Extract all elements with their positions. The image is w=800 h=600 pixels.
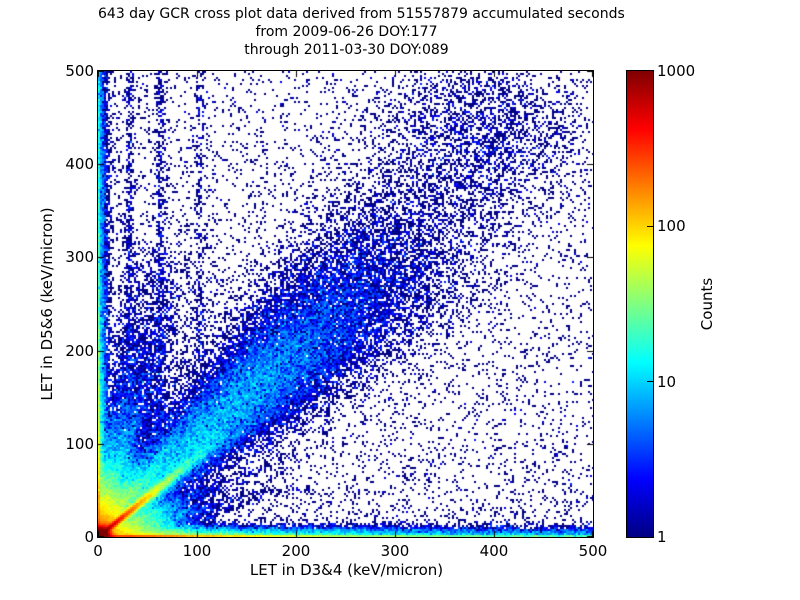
scatter-density-plot-area (97, 70, 594, 538)
y-axis-tick-label: 100 (65, 434, 94, 453)
x-axis-tick-label: 400 (479, 542, 509, 560)
x-axis-tick-label: 0 (93, 542, 103, 560)
y-axis-tick-label: 400 (65, 155, 94, 174)
colorbar-tick-label: 100 (657, 217, 686, 236)
colorbar-tick-label: 1000 (657, 62, 696, 80)
x-axis-tick-label: 100 (182, 542, 212, 560)
colorbar-gradient (626, 70, 654, 538)
colorbar-tick (647, 225, 653, 227)
x-axis-tick-label: 200 (281, 542, 311, 560)
x-axis-label: LET in D3&4 (keV/micron) (249, 561, 444, 579)
chart-title-line-3: through 2011-03-30 DOY:089 (244, 42, 449, 58)
colorbar-axis-label: Counts (698, 277, 716, 331)
chart-title-block: 643 day GCR cross plot data derived from… (98, 5, 625, 59)
chart-title-line-1: 643 day GCR cross plot data derived from… (98, 6, 625, 22)
y-axis-tick-label: 500 (65, 62, 94, 80)
y-axis-tick-label: 300 (65, 248, 94, 267)
colorbar-tick (647, 381, 653, 383)
x-axis-tick-label: 300 (380, 542, 410, 560)
chart-title-line-2: from 2009-06-26 DOY:177 (255, 24, 438, 40)
y-axis-tick-label: 200 (65, 341, 94, 360)
x-axis-tick-label: 500 (578, 542, 608, 560)
y-axis-label: LET in D5&6 (keV/micron) (38, 207, 56, 401)
colorbar-tick-label: 10 (657, 372, 677, 391)
y-axis-tick-label: 0 (84, 528, 94, 546)
colorbar-tick-label: 1 (657, 528, 667, 546)
